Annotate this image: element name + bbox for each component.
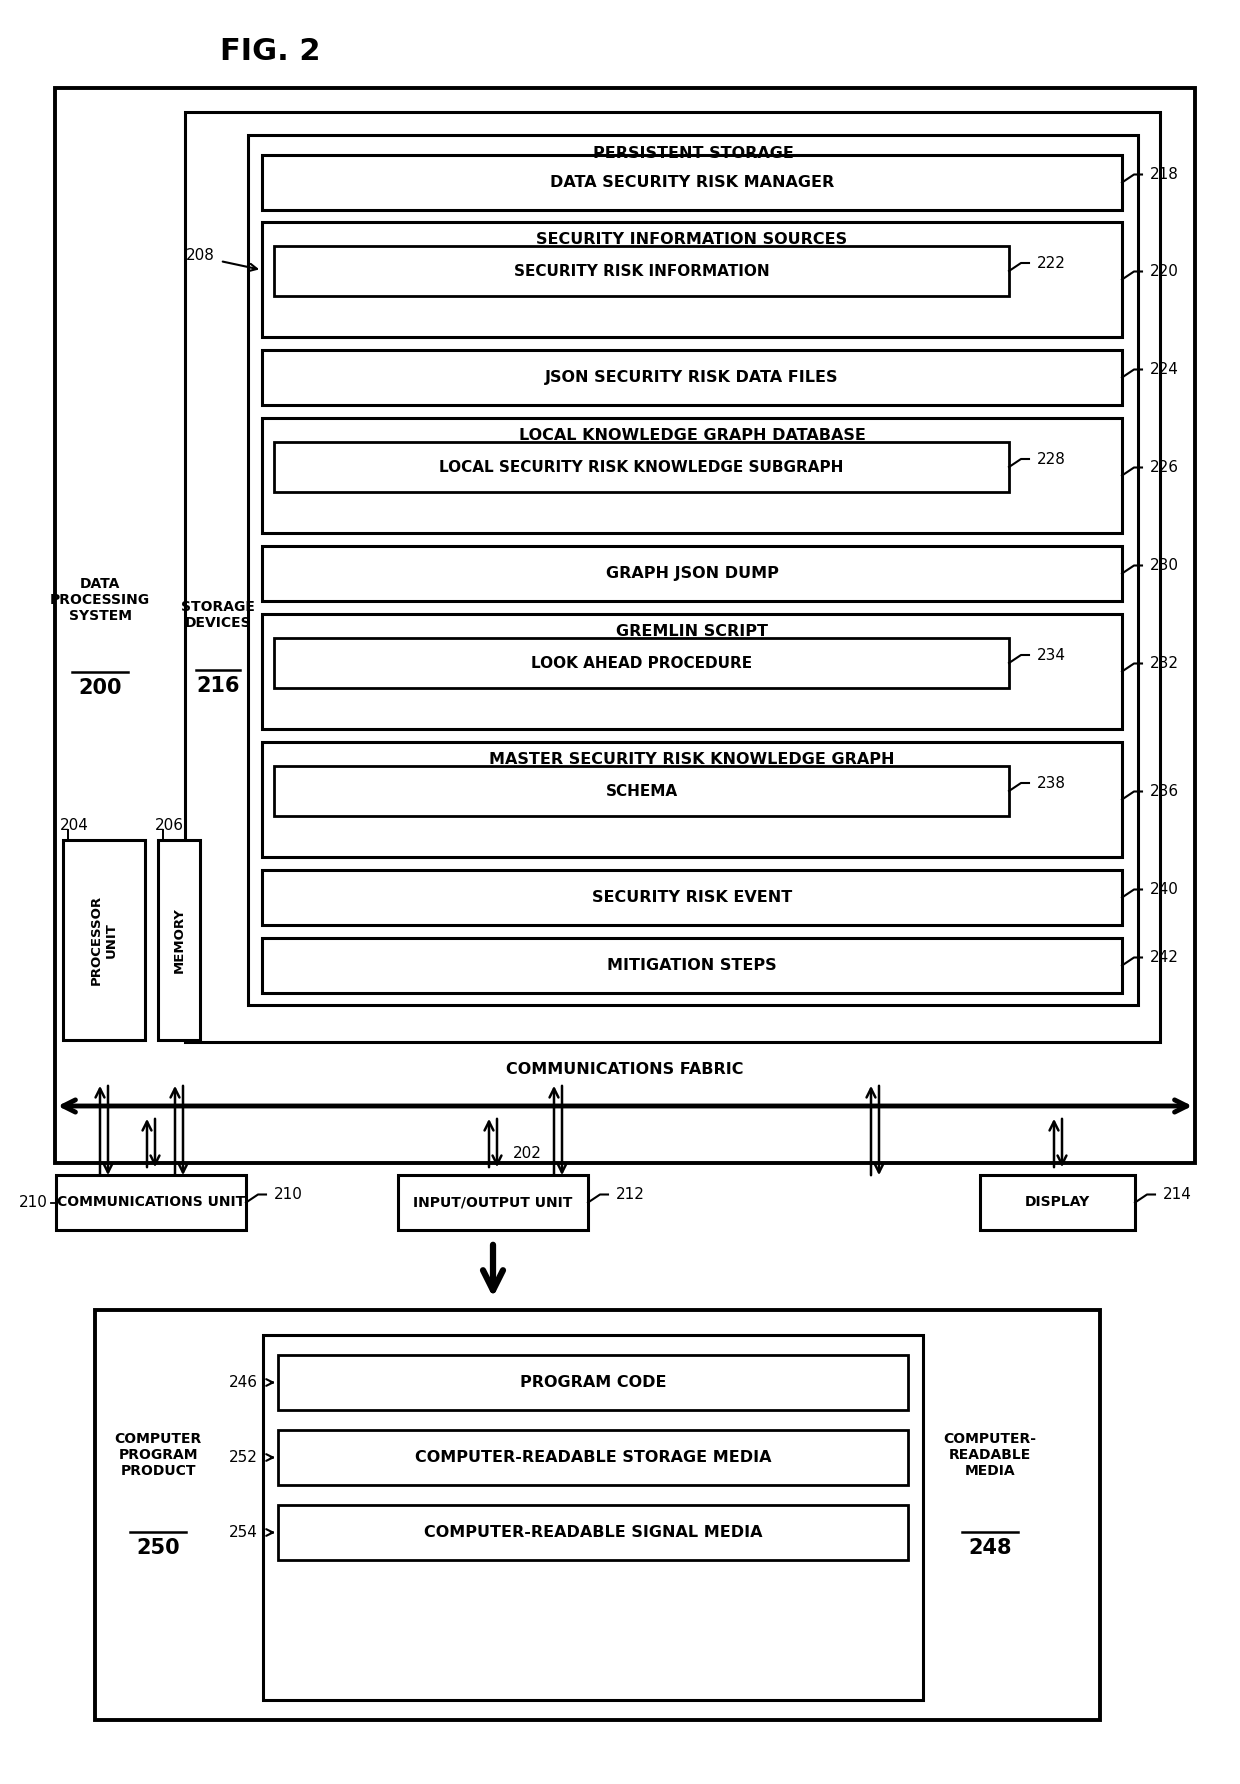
Bar: [63, 840, 145, 1040]
Text: DATA SECURITY RISK MANAGER: DATA SECURITY RISK MANAGER: [549, 175, 835, 191]
Text: 204: 204: [60, 817, 89, 833]
Text: 236: 236: [1149, 783, 1179, 799]
Bar: [95, 1309, 1100, 1720]
Text: 230: 230: [1149, 558, 1179, 573]
Bar: [278, 1431, 908, 1484]
Text: MITIGATION STEPS: MITIGATION STEPS: [608, 958, 776, 972]
Text: INPUT/OUTPUT UNIT: INPUT/OUTPUT UNIT: [413, 1195, 573, 1210]
Bar: [262, 155, 1122, 211]
Text: 254: 254: [229, 1525, 258, 1540]
Text: 222: 222: [1037, 255, 1066, 271]
Text: 248: 248: [968, 1538, 1012, 1557]
Text: PERSISTENT STORAGE: PERSISTENT STORAGE: [593, 146, 794, 161]
Bar: [262, 417, 1122, 533]
Text: 234: 234: [1037, 648, 1066, 662]
Text: DATA
PROCESSING
SYSTEM: DATA PROCESSING SYSTEM: [50, 576, 150, 623]
Bar: [55, 87, 1195, 1163]
Text: MASTER SECURITY RISK KNOWLEDGE GRAPH: MASTER SECURITY RISK KNOWLEDGE GRAPH: [490, 753, 895, 767]
Bar: [980, 1176, 1135, 1229]
Text: SECURITY INFORMATION SOURCES: SECURITY INFORMATION SOURCES: [537, 232, 848, 248]
Bar: [262, 742, 1122, 856]
Text: 216: 216: [196, 676, 239, 696]
Text: LOCAL SECURITY RISK KNOWLEDGE SUBGRAPH: LOCAL SECURITY RISK KNOWLEDGE SUBGRAPH: [439, 460, 843, 475]
Bar: [262, 350, 1122, 405]
Text: FIG. 2: FIG. 2: [219, 37, 320, 66]
Text: STORAGE
DEVICES: STORAGE DEVICES: [181, 599, 255, 630]
Text: 240: 240: [1149, 881, 1179, 897]
Text: 206: 206: [155, 817, 184, 833]
Bar: [278, 1506, 908, 1559]
Text: 208: 208: [186, 248, 215, 264]
Text: 246: 246: [229, 1375, 258, 1390]
Text: GRAPH JSON DUMP: GRAPH JSON DUMP: [605, 566, 779, 582]
Text: COMPUTER-
READABLE
MEDIA: COMPUTER- READABLE MEDIA: [944, 1433, 1037, 1479]
Text: GREMLIN SCRIPT: GREMLIN SCRIPT: [616, 624, 768, 639]
Bar: [262, 221, 1122, 337]
Text: 220: 220: [1149, 264, 1179, 278]
Text: 250: 250: [136, 1538, 180, 1557]
Text: 226: 226: [1149, 460, 1179, 475]
Text: SECURITY RISK EVENT: SECURITY RISK EVENT: [591, 890, 792, 904]
Bar: [262, 546, 1122, 601]
Text: 210: 210: [274, 1186, 303, 1202]
Text: MEMORY: MEMORY: [172, 906, 186, 972]
Text: COMPUTER-READABLE SIGNAL MEDIA: COMPUTER-READABLE SIGNAL MEDIA: [424, 1525, 763, 1540]
Text: SCHEMA: SCHEMA: [605, 783, 677, 799]
Bar: [274, 765, 1009, 815]
Bar: [274, 246, 1009, 296]
Text: PROGRAM CODE: PROGRAM CODE: [520, 1375, 666, 1390]
Text: 214: 214: [1163, 1186, 1192, 1202]
Bar: [262, 938, 1122, 994]
Bar: [274, 639, 1009, 689]
Bar: [274, 442, 1009, 492]
Text: 202: 202: [513, 1145, 542, 1161]
Text: 210: 210: [19, 1195, 48, 1210]
Bar: [248, 136, 1138, 1004]
Bar: [263, 1334, 923, 1700]
Bar: [56, 1176, 246, 1229]
Bar: [157, 840, 200, 1040]
Text: 212: 212: [616, 1186, 645, 1202]
Text: DISPLAY: DISPLAY: [1025, 1195, 1090, 1210]
Text: 224: 224: [1149, 362, 1179, 376]
Text: PROCESSOR
UNIT: PROCESSOR UNIT: [91, 896, 118, 985]
Bar: [262, 871, 1122, 924]
Bar: [398, 1176, 588, 1229]
Text: LOCAL KNOWLEDGE GRAPH DATABASE: LOCAL KNOWLEDGE GRAPH DATABASE: [518, 428, 866, 444]
Text: COMMUNICATIONS UNIT: COMMUNICATIONS UNIT: [57, 1195, 246, 1210]
Text: 228: 228: [1037, 451, 1066, 466]
Text: COMPUTER
PROGRAM
PRODUCT: COMPUTER PROGRAM PRODUCT: [114, 1433, 202, 1479]
Text: JSON SECURITY RISK DATA FILES: JSON SECURITY RISK DATA FILES: [546, 369, 838, 385]
Text: COMMUNICATIONS FABRIC: COMMUNICATIONS FABRIC: [506, 1063, 744, 1078]
Text: 200: 200: [78, 678, 122, 698]
Bar: [185, 112, 1159, 1042]
Text: COMPUTER-READABLE STORAGE MEDIA: COMPUTER-READABLE STORAGE MEDIA: [414, 1450, 771, 1465]
Bar: [262, 614, 1122, 730]
Text: 242: 242: [1149, 951, 1179, 965]
Text: 218: 218: [1149, 168, 1179, 182]
Text: 238: 238: [1037, 776, 1066, 790]
Text: SECURITY RISK INFORMATION: SECURITY RISK INFORMATION: [513, 264, 769, 278]
Text: 232: 232: [1149, 657, 1179, 671]
Text: 252: 252: [229, 1450, 258, 1465]
Bar: [278, 1356, 908, 1409]
Text: LOOK AHEAD PROCEDURE: LOOK AHEAD PROCEDURE: [531, 655, 753, 671]
